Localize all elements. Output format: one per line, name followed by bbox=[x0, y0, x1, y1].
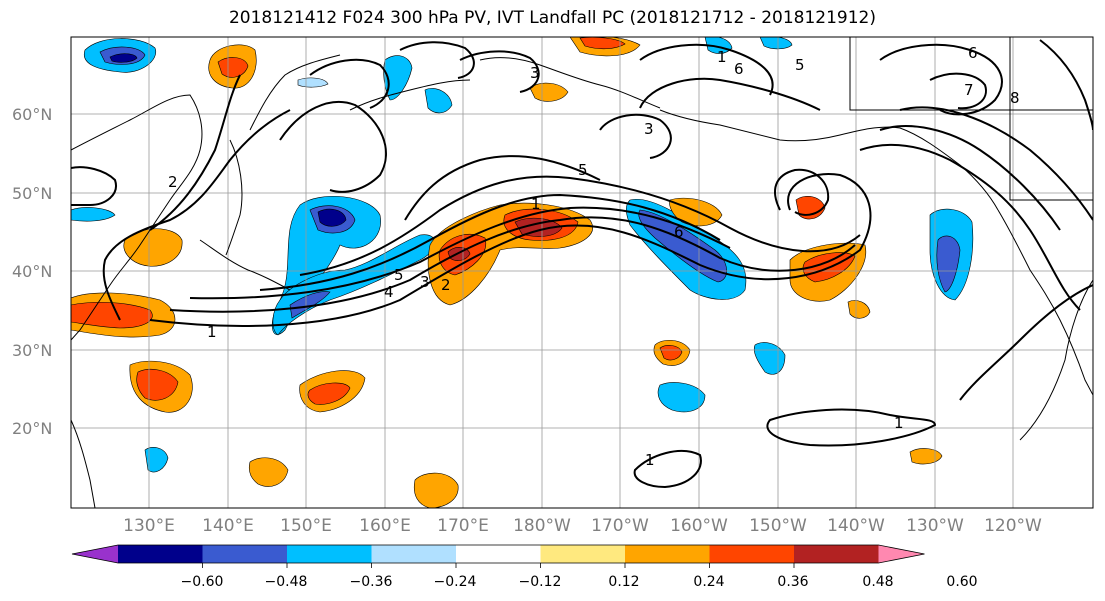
colorbar-tick-label: 0.12 bbox=[608, 574, 639, 590]
lon-label: 170°W bbox=[591, 516, 649, 536]
shade-neg-kuroshio-dark bbox=[317, 208, 347, 227]
contour-label: 7 bbox=[964, 81, 974, 99]
colorbar: −0.60 −0.48 −0.36 −0.24 −0.12 0.12 0.24 … bbox=[71, 544, 978, 590]
lon-label: 160°W bbox=[670, 516, 728, 536]
shade-pos-subtrop-130e-core bbox=[136, 369, 179, 401]
map-title: 2018121412 F024 300 hPa PV, IVT Landfall… bbox=[228, 8, 876, 28]
shade-neg-kurils bbox=[71, 207, 116, 222]
contour-label: 3 bbox=[644, 120, 654, 138]
lon-label: 140°E bbox=[202, 516, 254, 536]
colorbar-tick-label: −0.60 bbox=[181, 574, 224, 590]
shade-pos-subtrop-155e-core bbox=[307, 382, 351, 405]
colorbar-tick-label: 0.24 bbox=[693, 574, 724, 590]
graticule bbox=[71, 37, 1093, 508]
lat-label: 20°N bbox=[12, 419, 52, 438]
contour-label: 2 bbox=[168, 173, 178, 191]
contour-label: 8 bbox=[1010, 89, 1020, 107]
shade-neg-top-4 bbox=[759, 37, 793, 50]
shade-neg-central-2 bbox=[753, 342, 786, 375]
colorbar-tick-label: −0.48 bbox=[265, 574, 308, 590]
contour-label: 1 bbox=[207, 323, 217, 341]
colorbar-segment bbox=[371, 545, 456, 563]
contour-label: 6 bbox=[734, 60, 744, 78]
map-frame bbox=[70, 36, 1094, 509]
lon-label: 160°E bbox=[359, 516, 411, 536]
shade-neg-130w-core bbox=[936, 235, 961, 293]
colorbar-tick-label: 0.60 bbox=[946, 574, 977, 590]
shade-pos-south-150e bbox=[248, 457, 289, 487]
colorbar-tick-label: −0.24 bbox=[434, 574, 477, 590]
contour-label: 6 bbox=[968, 44, 978, 62]
colorbar-extend-high bbox=[878, 545, 925, 563]
contour-label: 5 bbox=[578, 161, 588, 179]
shade-pos-150w-small bbox=[795, 195, 826, 220]
contour-label: 1 bbox=[894, 414, 904, 432]
shade-neg-east-asia-core bbox=[289, 291, 331, 319]
contour-label: 1 bbox=[717, 48, 727, 66]
pv-contours bbox=[71, 39, 1093, 489]
colorbar-segment bbox=[540, 545, 625, 563]
colorbar-segment bbox=[202, 545, 287, 563]
lon-label: 130°E bbox=[123, 516, 175, 536]
colorbar-tick-label: −0.36 bbox=[350, 574, 393, 590]
colorbar-tick-labels: −0.60 −0.48 −0.36 −0.24 −0.12 0.12 0.24 … bbox=[181, 574, 978, 590]
colorbar-tick-label: −0.12 bbox=[519, 574, 562, 590]
pv-shading bbox=[71, 37, 974, 508]
lat-label: 40°N bbox=[12, 262, 52, 281]
contour-label: 6 bbox=[674, 223, 684, 241]
lat-label: 50°N bbox=[12, 184, 52, 203]
shade-pos-central-1-core bbox=[659, 345, 683, 361]
latitude-labels: 60°N 50°N 40°N 30°N 20°N bbox=[12, 105, 52, 438]
lon-label: 150°E bbox=[280, 516, 332, 536]
shade-pos-china bbox=[123, 228, 183, 267]
lat-label: 60°N bbox=[12, 105, 52, 124]
lon-label: 130°W bbox=[906, 516, 964, 536]
shade-pos-south-170e bbox=[413, 472, 459, 508]
contour-label: 3 bbox=[530, 64, 540, 82]
lon-label: 170°E bbox=[437, 516, 489, 536]
shade-pos-dateline-dark bbox=[514, 217, 563, 237]
contour-label: 5 bbox=[394, 266, 404, 284]
shade-neg-160w-core bbox=[638, 209, 727, 283]
colorbar-segment bbox=[456, 545, 541, 563]
shade-neg-top-1 bbox=[383, 55, 413, 101]
shade-neg-south-133e bbox=[144, 447, 169, 473]
contour-label-group: 1 2 3 4 5 6 1 2 3 5 6 7 8 1 3 5 6 1 1 bbox=[168, 44, 1020, 469]
lat-label: 30°N bbox=[12, 341, 52, 360]
colorbar-outline bbox=[71, 544, 925, 564]
colorbar-segment bbox=[794, 545, 879, 563]
shade-neg-top-2 bbox=[424, 88, 453, 114]
colorbar-segment bbox=[709, 545, 794, 563]
colorbar-tick-label: 0.48 bbox=[862, 574, 893, 590]
shade-neg-east-asia bbox=[272, 234, 436, 336]
colorbar-tick-label: 0.36 bbox=[777, 574, 808, 590]
contour-label: 1 bbox=[645, 451, 655, 469]
shade-pos-145e-core bbox=[217, 57, 249, 78]
shade-pos-135w-south bbox=[909, 448, 943, 465]
shade-neg-asia-top-center bbox=[109, 53, 138, 63]
colorbar-segments bbox=[71, 544, 925, 568]
colorbar-segment bbox=[118, 545, 203, 563]
contour-label: 4 bbox=[384, 283, 394, 301]
shade-neg-central-1 bbox=[657, 382, 706, 413]
longitude-labels: 130°E 140°E 150°E 160°E 170°E 180°W 170°… bbox=[123, 516, 1042, 536]
contour-label: 1 bbox=[531, 195, 541, 213]
colorbar-segment bbox=[625, 545, 710, 563]
lon-label: 150°W bbox=[749, 516, 807, 536]
lon-label: 140°W bbox=[827, 516, 885, 536]
lon-label: 120°W bbox=[984, 516, 1042, 536]
shade-neg-kamchatka bbox=[297, 77, 329, 88]
lon-label: 180°W bbox=[513, 516, 571, 536]
colorbar-extend-low bbox=[72, 545, 118, 563]
contour-label: 2 bbox=[441, 276, 451, 294]
contour-label: 5 bbox=[795, 56, 805, 74]
contour-label: 3 bbox=[420, 273, 430, 291]
colorbar-segment bbox=[287, 545, 372, 563]
